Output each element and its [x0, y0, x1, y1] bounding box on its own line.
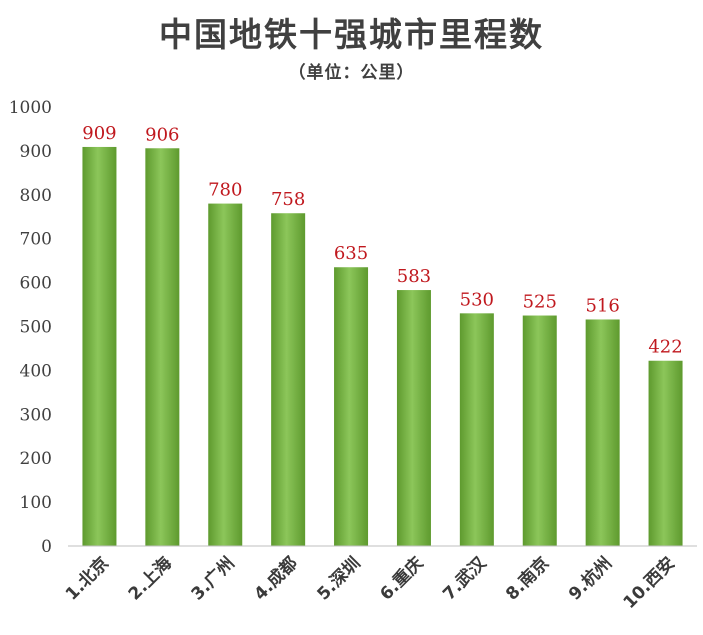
x-tick-label: 2.上海 [124, 553, 176, 605]
x-tick-label: 9.杭州 [564, 553, 616, 605]
x-tick-label: 4.成都 [250, 553, 302, 605]
data-label: 422 [648, 337, 682, 358]
x-tick-label: 6.重庆 [376, 553, 428, 605]
bar [82, 146, 117, 546]
bar [271, 213, 306, 546]
data-label: 583 [397, 266, 431, 287]
x-tick-label: 7.武汉 [439, 552, 492, 605]
y-tick-label: 800 [20, 186, 52, 206]
y-tick-label: 400 [20, 361, 52, 381]
bar [459, 313, 494, 546]
x-tick-label: 10.西安 [619, 553, 679, 613]
y-tick-label: 0 [41, 537, 52, 557]
y-tick-label: 600 [20, 274, 52, 294]
y-tick-label: 1000 [9, 98, 52, 118]
bar [334, 267, 369, 546]
bar [585, 319, 620, 546]
x-tick-label: 5.深圳 [313, 553, 365, 605]
y-tick-label: 200 [20, 449, 52, 469]
y-tick-label: 100 [20, 493, 52, 513]
data-label: 909 [82, 123, 116, 144]
data-label: 635 [334, 243, 368, 264]
bar [648, 360, 683, 546]
data-label: 906 [145, 124, 179, 145]
chart-title: 中国地铁十强城市里程数 [159, 15, 544, 54]
y-tick-label: 700 [20, 230, 52, 250]
x-tick-label: 3.广州 [187, 553, 239, 605]
bar [522, 315, 557, 546]
data-label: 516 [585, 295, 619, 316]
x-tick-label: 8.南京 [501, 553, 553, 605]
chart-subtitle: （单位：公里） [288, 63, 415, 83]
y-tick-label: 500 [20, 318, 52, 338]
bar [208, 203, 243, 546]
y-tick-label: 300 [20, 405, 52, 425]
data-label: 525 [523, 292, 557, 313]
y-tick-label: 900 [20, 142, 52, 162]
bar [145, 148, 180, 547]
x-tick-label: 1.北京 [61, 553, 113, 605]
bar [396, 290, 431, 546]
data-label: 530 [460, 289, 494, 310]
data-label: 758 [271, 189, 305, 210]
data-label: 780 [208, 180, 242, 201]
